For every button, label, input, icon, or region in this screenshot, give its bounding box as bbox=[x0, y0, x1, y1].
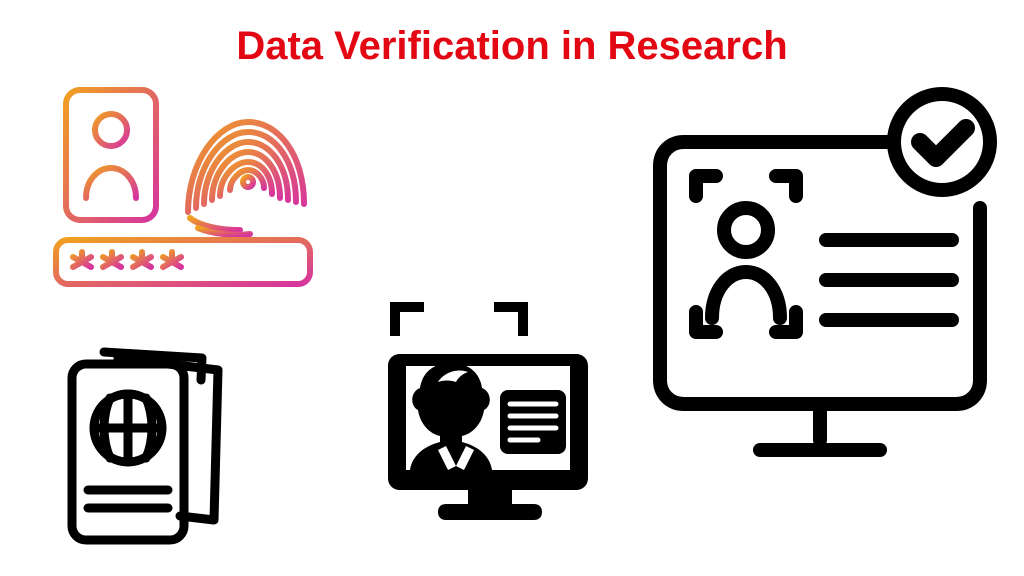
face-scan-monitor-icon bbox=[360, 290, 600, 530]
page-title: Data Verification in Research bbox=[236, 24, 787, 69]
biometric-login-icon bbox=[48, 82, 318, 292]
monitor-verified-icon bbox=[640, 80, 1000, 480]
passport-documents-icon bbox=[58, 340, 248, 550]
